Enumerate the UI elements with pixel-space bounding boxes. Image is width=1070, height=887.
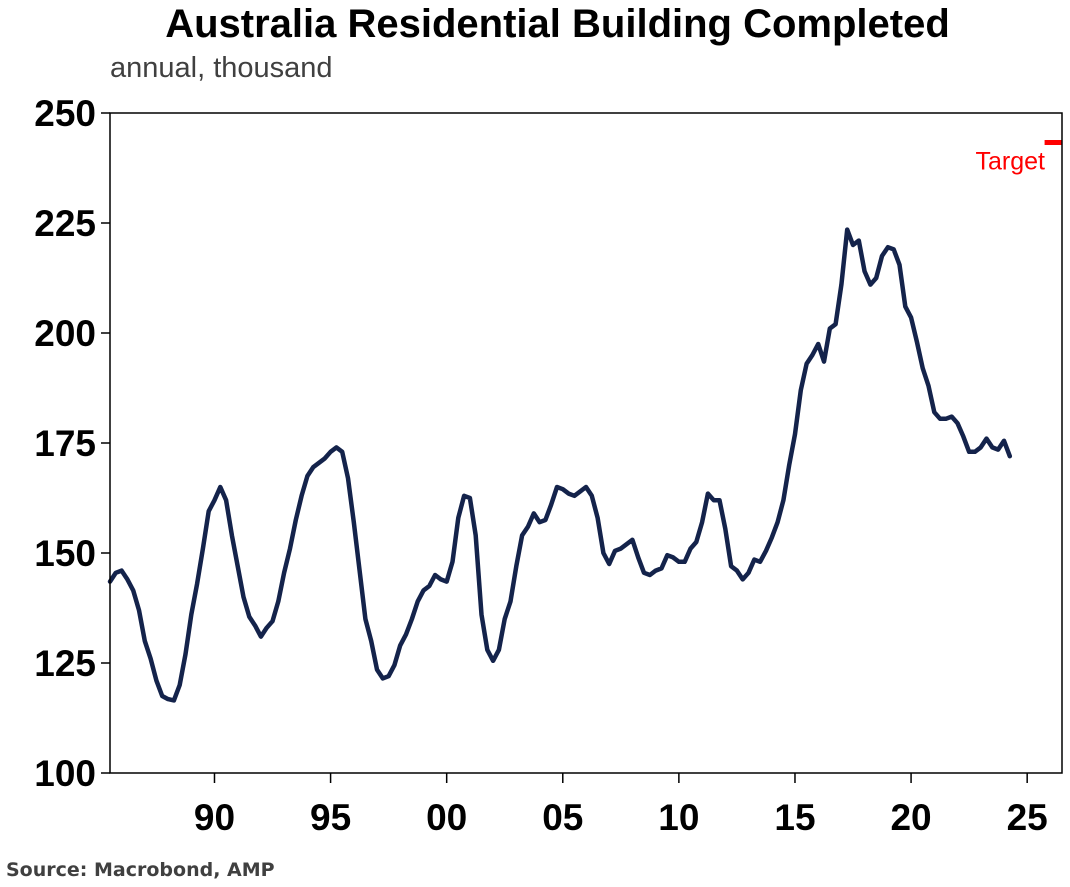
y-tick-label: 150 xyxy=(34,533,96,574)
target-label: Target xyxy=(976,147,1046,175)
x-tick-label: 15 xyxy=(774,797,815,838)
target-marker: Target xyxy=(976,139,1062,175)
series-group xyxy=(107,227,1013,703)
y-tick-label: 225 xyxy=(34,203,96,244)
series-line xyxy=(107,227,1013,703)
y-tick-label: 125 xyxy=(34,643,96,684)
chart-title: Australia Residential Building Completed xyxy=(165,2,950,46)
x-tick-label: 00 xyxy=(426,797,467,838)
plot-frame xyxy=(109,112,1063,774)
chart-subtitle: annual, thousand xyxy=(110,52,333,84)
y-axis: 250 225 200 175 150 125 100 xyxy=(34,93,110,794)
x-tick-label: 90 xyxy=(194,797,235,838)
x-tick-label: 20 xyxy=(890,797,931,838)
x-tick-label: 95 xyxy=(310,797,351,838)
y-tick-label: 175 xyxy=(34,423,96,464)
source-note: Source: Macrobond, AMP xyxy=(6,859,275,881)
y-tick-label: 200 xyxy=(34,313,96,354)
x-axis: 90 95 00 05 10 15 20 25 xyxy=(194,773,1048,838)
y-tick-label: 100 xyxy=(34,753,96,794)
x-tick-label: 10 xyxy=(658,797,699,838)
x-tick-label: 25 xyxy=(1007,797,1048,838)
y-tick-label: 250 xyxy=(34,93,96,134)
x-tick-label: 05 xyxy=(542,797,583,838)
